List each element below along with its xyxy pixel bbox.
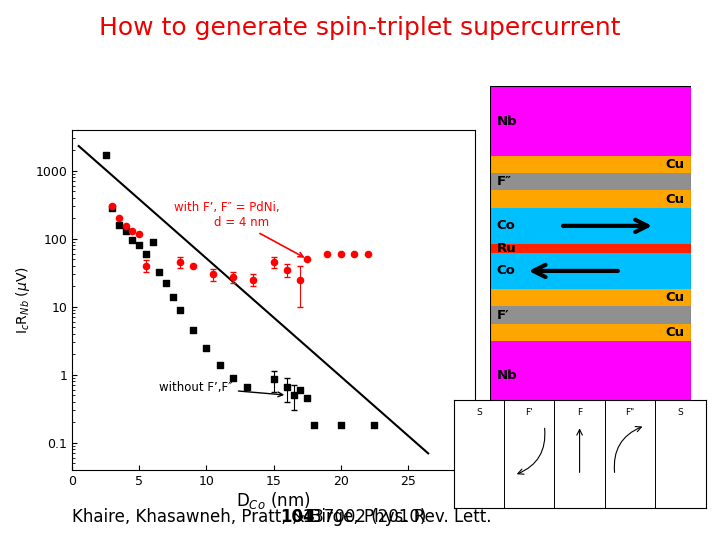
Point <box>174 306 185 314</box>
Y-axis label: I$_c$R$_{Nb}$ ($\mu$V): I$_c$R$_{Nb}$ ($\mu$V) <box>14 266 32 334</box>
Point <box>174 258 185 267</box>
Bar <box>490 306 691 323</box>
Text: Nb: Nb <box>497 369 517 382</box>
Text: Cu: Cu <box>665 193 684 206</box>
Point <box>241 383 253 391</box>
Point <box>294 386 306 394</box>
Point <box>228 374 239 382</box>
Point <box>153 268 165 276</box>
Point <box>362 249 374 258</box>
Point <box>288 391 300 400</box>
Point <box>207 270 219 279</box>
Text: Cu: Cu <box>665 158 684 171</box>
Point <box>335 421 346 430</box>
Point <box>369 421 380 430</box>
Point <box>201 343 212 352</box>
Point <box>113 214 125 222</box>
Text: S: S <box>476 408 482 417</box>
Text: F″: F″ <box>497 176 512 188</box>
Point <box>100 151 112 159</box>
Text: F′: F′ <box>497 308 509 321</box>
Point <box>133 230 145 239</box>
Text: F": F" <box>626 408 634 417</box>
X-axis label: D$_{Co}$ (nm): D$_{Co}$ (nm) <box>236 490 311 511</box>
Text: 104: 104 <box>280 509 315 526</box>
Point <box>120 221 132 230</box>
Bar <box>490 86 691 156</box>
Point <box>308 421 320 430</box>
Point <box>228 273 239 282</box>
Point <box>127 227 138 235</box>
Bar <box>490 244 691 253</box>
Point <box>335 249 346 258</box>
Point <box>214 360 225 369</box>
Point <box>140 261 152 270</box>
Point <box>133 241 145 249</box>
Point <box>140 249 152 258</box>
Text: F: F <box>577 408 582 417</box>
Bar <box>490 341 691 410</box>
Point <box>282 383 293 391</box>
Point <box>187 261 199 270</box>
Point <box>302 255 313 264</box>
Point <box>322 249 333 258</box>
Text: , 137002 (2010): , 137002 (2010) <box>292 509 426 526</box>
Bar <box>490 173 691 191</box>
Text: Co: Co <box>497 265 516 278</box>
Point <box>302 394 313 403</box>
Text: F': F' <box>526 408 533 417</box>
Point <box>120 227 132 235</box>
Point <box>167 292 179 301</box>
Point <box>248 275 259 284</box>
Point <box>187 326 199 335</box>
Bar <box>490 208 691 244</box>
Text: Cu: Cu <box>665 326 684 339</box>
Point <box>113 220 125 229</box>
Text: Ru: Ru <box>497 242 516 255</box>
Point <box>282 265 293 274</box>
Text: Khaire, Khasawneh, Pratt, & Birge, Phys. Rev. Lett.: Khaire, Khasawneh, Pratt, & Birge, Phys.… <box>72 509 497 526</box>
Bar <box>490 289 691 306</box>
Text: Co: Co <box>497 219 516 232</box>
Bar <box>490 253 691 289</box>
Text: with F’, F″ = PdNi,
        d = 4 nm: with F’, F″ = PdNi, d = 4 nm <box>174 201 303 257</box>
Bar <box>490 156 691 173</box>
Point <box>107 202 118 211</box>
Point <box>268 375 279 384</box>
Point <box>348 249 360 258</box>
Text: without F’,F″: without F’,F″ <box>159 381 283 397</box>
Point <box>127 236 138 245</box>
Bar <box>490 191 691 208</box>
Point <box>268 258 279 267</box>
Text: S: S <box>678 408 683 417</box>
Text: Cu: Cu <box>665 291 684 304</box>
Point <box>107 204 118 213</box>
Point <box>161 279 172 288</box>
Bar <box>490 323 691 341</box>
Text: Nb: Nb <box>497 114 517 127</box>
Point <box>294 275 306 284</box>
Text: How to generate spin-triplet supercurrent: How to generate spin-triplet supercurren… <box>99 16 621 40</box>
Point <box>147 238 158 246</box>
